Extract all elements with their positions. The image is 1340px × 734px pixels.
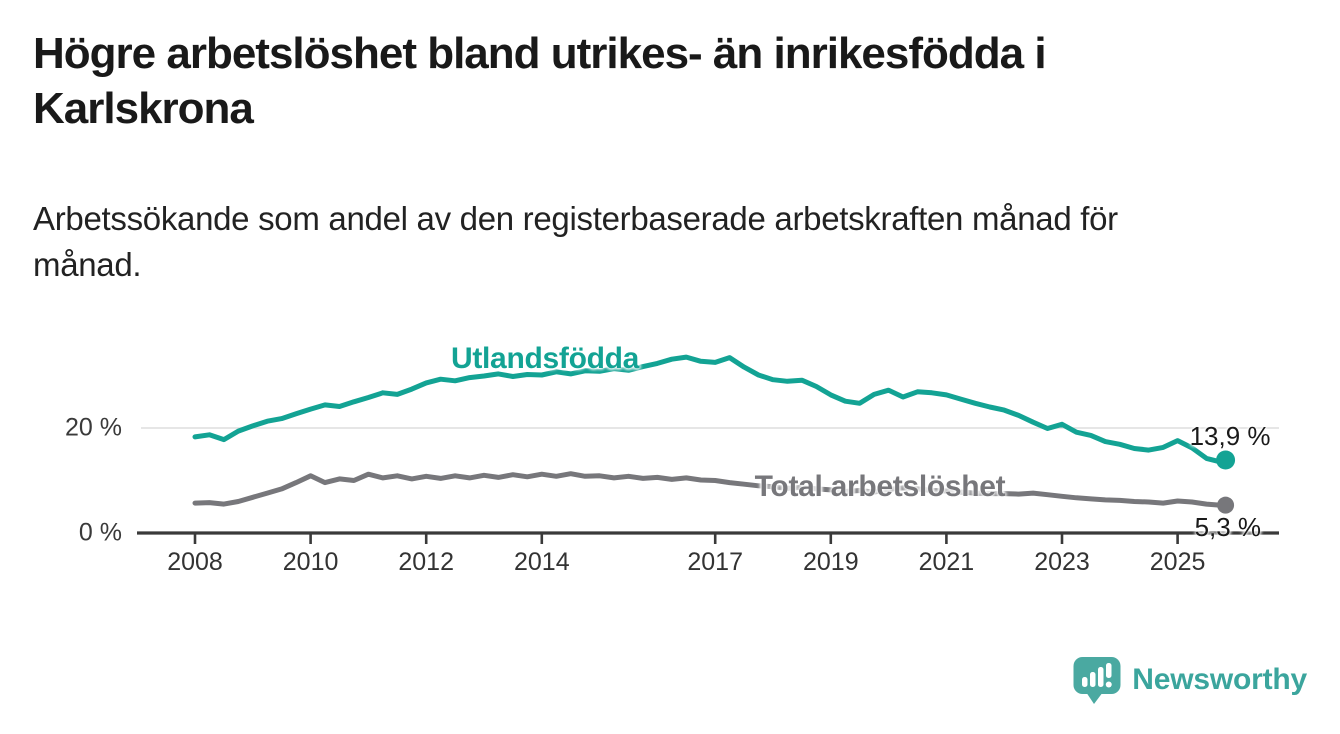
y-tick-label: 0 % [78, 518, 122, 547]
series-line-utlandsfodda [192, 354, 1229, 465]
series-line-total [192, 471, 1229, 508]
x-tick-label: 2017 [687, 548, 743, 576]
newsworthy-wordmark: Newsworthy [1132, 663, 1307, 696]
newsworthy-logo-icon [1073, 656, 1121, 704]
x-tick-label: 2025 [1149, 548, 1206, 576]
x-tick-label: 2012 [398, 548, 454, 576]
series-label-utlandsfodda: Utlandsfödda [450, 342, 640, 375]
x-tick-label: 2019 [802, 548, 859, 576]
data-series [192, 354, 1236, 514]
end-value-total: 5,3 % [1194, 512, 1262, 543]
series-end-dot-utlandsfodda [1216, 450, 1236, 470]
x-tick-label: 2023 [1034, 548, 1090, 576]
y-tick-label: 20 % [65, 413, 122, 442]
series-label-total-arbetsloshet: Total arbetslöshet [754, 470, 1006, 503]
series-end-dot-total [1217, 496, 1235, 514]
x-tick-label: 2008 [167, 548, 223, 576]
chart-subtitle: Arbetssökande som andel av den registerb… [33, 200, 1118, 284]
end-value-utlandsfodda: 13,9 % [1189, 421, 1271, 452]
x-tick-label: 2021 [918, 548, 975, 576]
chart-title: Högre arbetslöshet bland utrikes- än inr… [33, 29, 1047, 134]
x-axis [137, 531, 1279, 544]
x-tick-label: 2010 [282, 548, 339, 576]
x-tick-label: 2014 [513, 548, 570, 576]
newsworthy-logo[interactable]: Newsworthy [1073, 656, 1307, 704]
